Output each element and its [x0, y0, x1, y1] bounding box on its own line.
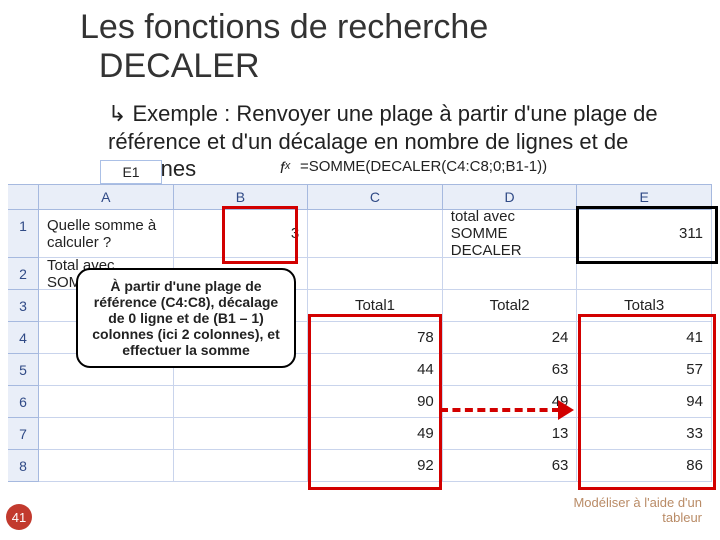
- offset-arrow: [440, 400, 580, 424]
- cell-C5[interactable]: 44: [308, 354, 443, 386]
- col-A[interactable]: A: [39, 185, 174, 209]
- name-box[interactable]: E1: [100, 160, 162, 184]
- rowhead-7[interactable]: 7: [8, 418, 39, 450]
- bullet-icon: ↳: [108, 101, 126, 126]
- cell-D5[interactable]: 63: [443, 354, 578, 386]
- cell-E8[interactable]: 86: [577, 450, 712, 482]
- cell-C3[interactable]: Total1: [308, 290, 443, 322]
- slide-title: Les fonctions de recherche DECALER: [80, 8, 488, 86]
- row-6: 6 90 49 94: [8, 386, 712, 418]
- title-line1: Les fonctions de recherche: [80, 8, 488, 46]
- cell-A6[interactable]: [39, 386, 174, 418]
- rowhead-5[interactable]: 5: [8, 354, 39, 386]
- footer-line2: tableur: [662, 510, 702, 525]
- cell-E3[interactable]: Total3: [577, 290, 712, 322]
- callout-text: À partir d'une plage de référence (C4:C8…: [92, 278, 279, 358]
- row-7: 7 49 13 33: [8, 418, 712, 450]
- rowhead-2[interactable]: 2: [8, 258, 39, 290]
- fx-symbol: fˣ: [280, 160, 290, 177]
- cell-E6[interactable]: 94: [577, 386, 712, 418]
- cell-A7[interactable]: [39, 418, 174, 450]
- cell-E7[interactable]: 33: [577, 418, 712, 450]
- col-C[interactable]: C: [308, 185, 443, 209]
- rowhead-6[interactable]: 6: [8, 386, 39, 418]
- cell-E2[interactable]: [577, 258, 712, 290]
- cell-D2[interactable]: [443, 258, 578, 290]
- formula-bar[interactable]: =SOMME(DECALER(C4:C8;0;B1-1)): [300, 158, 580, 180]
- slide-number: 41: [6, 504, 32, 530]
- col-B[interactable]: B: [174, 185, 309, 209]
- cell-D4[interactable]: 24: [443, 322, 578, 354]
- cell-E1[interactable]: 311: [577, 210, 712, 258]
- slide-number-value: 41: [12, 510, 26, 525]
- rowhead-8[interactable]: 8: [8, 450, 39, 482]
- rowhead-3[interactable]: 3: [8, 290, 39, 322]
- cell-B8[interactable]: [174, 450, 309, 482]
- cell-C6[interactable]: 90: [308, 386, 443, 418]
- rowhead-4[interactable]: 4: [8, 322, 39, 354]
- cell-C4[interactable]: 78: [308, 322, 443, 354]
- callout: À partir d'une plage de référence (C4:C8…: [76, 268, 296, 368]
- cell-C7[interactable]: 49: [308, 418, 443, 450]
- cell-D8[interactable]: 63: [443, 450, 578, 482]
- formula-text: =SOMME(DECALER(C4:C8;0;B1-1)): [300, 158, 547, 175]
- cell-D1[interactable]: total avec SOMME DECALER: [443, 210, 578, 258]
- fx-icon: fˣ: [280, 160, 290, 178]
- col-D[interactable]: D: [443, 185, 578, 209]
- column-headers: A B C D E: [8, 184, 712, 210]
- cell-A8[interactable]: [39, 450, 174, 482]
- cell-D3[interactable]: Total2: [443, 290, 578, 322]
- cell-E5[interactable]: 57: [577, 354, 712, 386]
- cell-C8[interactable]: 92: [308, 450, 443, 482]
- cell-A1[interactable]: Quelle somme à calculer ?: [39, 210, 174, 258]
- row-1: 1 Quelle somme à calculer ? 3 total avec…: [8, 210, 712, 258]
- footer: Modéliser à l'aide d'un tableur: [573, 496, 702, 526]
- row-8: 8 92 63 86: [8, 450, 712, 482]
- cell-B1[interactable]: 3: [174, 210, 309, 258]
- title-line2: DECALER: [99, 47, 260, 85]
- cell-C2[interactable]: [308, 258, 443, 290]
- rowhead-1[interactable]: 1: [8, 210, 39, 258]
- cell-C1[interactable]: [308, 210, 443, 258]
- footer-line1: Modéliser à l'aide d'un: [573, 495, 702, 510]
- col-E[interactable]: E: [577, 185, 712, 209]
- cell-B6[interactable]: [174, 386, 309, 418]
- select-all-corner[interactable]: [8, 185, 39, 209]
- cell-E4[interactable]: 41: [577, 322, 712, 354]
- name-box-value: E1: [122, 164, 139, 180]
- cell-B7[interactable]: [174, 418, 309, 450]
